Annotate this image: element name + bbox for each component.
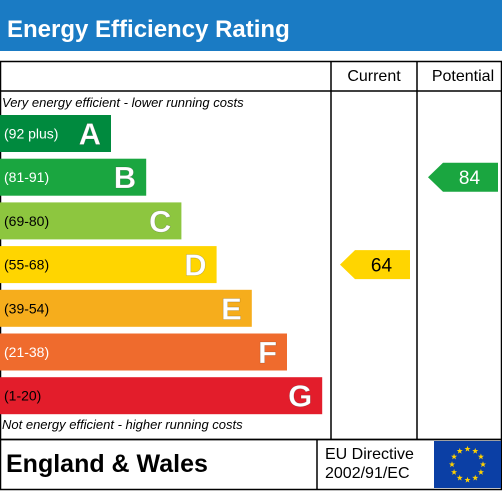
eu-star-icon [464,445,471,452]
rating-band-range: (1-20) [4,388,41,404]
rating-band-range: (81-91) [4,169,49,185]
eu-star-icon [464,476,471,483]
eu-star-icon [477,453,484,460]
rating-band-range: (55-68) [4,257,49,273]
current-rating-value: 64 [371,256,393,277]
eu-star-icon [448,461,456,468]
title-bar [0,0,502,51]
rating-band-letter: C [149,204,171,239]
rating-band-e: (39-54) E [0,289,252,327]
rating-band-f: (21-38) F [0,333,287,371]
rating-band-a: (92 plus) A [0,115,111,152]
rating-band-range: (92 plus) [4,126,58,142]
eu-star-icon [477,469,484,475]
rating-band-g: (1-20) G [0,377,323,415]
potential-rating-arrow [428,162,498,192]
rating-band-range: (39-54) [4,300,49,316]
footer-directive-line1: EU Directive [325,446,414,463]
eu-star-icon [479,461,487,468]
rating-band-bar [0,158,147,196]
footer-directive-line2: 2002/91/EC [325,465,410,482]
rating-band-d: (55-68) D [0,246,217,284]
rating-band-bar [0,246,217,284]
eu-stars [448,445,487,483]
rating-bands: (92 plus) A (81-91) B (69-80) C (55-68) D (39-54… [0,115,323,415]
rating-band-letter: B [114,160,136,195]
eu-star-icon [451,469,458,475]
rating-band-letter: G [288,379,312,414]
rating-band-bar [0,115,111,152]
rating-band-b: (81-91) B [0,158,147,196]
rating-band-range: (69-80) [4,213,49,229]
rating-band-range: (21-38) [4,344,49,360]
current-column-header: Current [347,68,401,85]
eu-star-icon [472,474,479,481]
rating-arrows: 64 84 [340,162,498,280]
potential-column-header: Potential [432,68,494,85]
eu-star-icon [456,474,463,481]
current-rating: 64 [340,250,410,280]
rating-band-letter: A [79,117,101,152]
rating-band-letter: F [258,335,277,370]
potential-rating-value: 84 [459,168,481,189]
rating-band-bar [0,289,252,327]
rating-band-letter: D [184,248,206,283]
rating-band-bar [0,377,323,415]
rating-band-bar [0,202,182,240]
eu-star-icon [456,447,463,454]
eu-star-icon [451,453,458,460]
eu-star-icon [472,447,479,454]
current-rating-arrow [340,250,410,280]
bottom-caption: Not energy efficient - higher running co… [2,417,243,432]
rating-band-letter: E [221,291,242,326]
footer-country: England & Wales [6,450,208,478]
top-caption: Very energy efficient - lower running co… [2,95,244,110]
rating-band-c: (69-80) C [0,202,182,240]
rating-band-bar [0,333,287,371]
potential-rating: 84 [428,162,498,192]
chart-title: Energy Efficiency Rating [7,16,290,43]
